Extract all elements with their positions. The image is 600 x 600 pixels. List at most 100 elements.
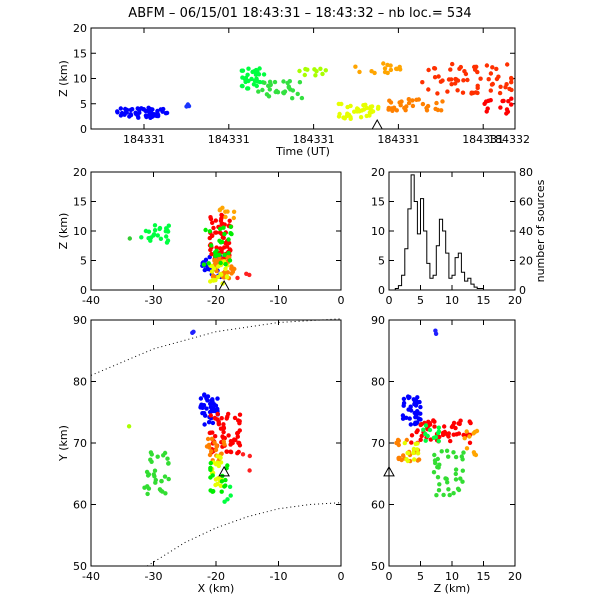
source-point [401,400,407,406]
source-point [404,415,409,420]
source-point [227,484,233,489]
x-tick-label: 20 [508,570,522,583]
source-point [123,109,129,115]
source-point [406,395,411,401]
source-point [295,91,300,97]
source-point [205,436,211,442]
source-point [417,399,422,405]
source-point [404,104,409,109]
source-point [509,96,514,101]
x-tick-label: -20 [207,570,225,583]
source-point [225,463,230,468]
source-point [228,439,234,444]
source-point [149,459,154,464]
source-point [313,73,318,78]
source-point [213,447,219,453]
source-point [218,246,223,251]
source-point [439,449,444,454]
source-point [400,413,406,418]
source-point [204,406,209,411]
source-point [115,109,120,114]
source-point [416,457,422,462]
source-point [247,468,252,473]
source-point [504,82,509,87]
source-point [451,491,456,496]
source-point [222,252,227,258]
source-point [368,104,373,110]
source-point [268,82,273,88]
y-axis-label: Z (km) [57,60,70,97]
source-point [235,275,240,281]
x-tick-label: 0 [386,570,393,583]
source-point [432,424,437,429]
source-point [202,422,207,427]
source-point [423,438,428,443]
source-point [436,488,442,493]
source-point [437,482,442,487]
source-point [346,112,352,118]
source-point [240,452,246,457]
source-point [339,101,344,107]
source-point [431,470,437,475]
source-point [146,486,152,491]
source-point [247,453,252,459]
source-point [507,86,512,92]
source-point [237,443,243,448]
source-point [198,396,204,401]
y-axis-label: Y (km) [57,425,70,462]
source-point [509,75,514,81]
source-point [148,107,153,112]
source-point [290,88,296,93]
x-tick-label: 10 [445,570,459,583]
source-point [336,114,342,119]
y-tick-label: 60 [371,499,385,512]
source-point [432,419,437,424]
source-point [208,430,213,435]
source-point [219,479,225,484]
source-point [299,95,305,101]
source-point [446,431,451,436]
source-point [440,432,446,438]
source-point [208,460,213,466]
x-tick-label: -40 [82,294,100,307]
range-arc-1 [90,318,342,376]
source-point [210,277,216,283]
source-point [200,405,205,410]
source-point [413,441,418,447]
source-point [320,71,325,77]
source-point [218,483,223,488]
source-point [209,436,215,441]
source-point [464,446,470,451]
source-point [418,404,423,410]
y-tick-label: 0 [519,284,526,297]
source-point [226,237,231,242]
source-point [453,454,459,460]
y-tick-label: 0 [80,123,87,136]
source-point [398,67,403,72]
x-tick-label: -30 [145,570,163,583]
source-point [402,440,407,446]
source-point [153,480,158,485]
source-point [207,229,213,234]
x-tick-label: 0 [338,570,345,583]
source-point [488,88,493,93]
source-point [232,266,237,272]
source-point [285,80,290,86]
source-point [155,108,160,114]
source-point [155,454,160,459]
source-point [381,61,386,66]
x-tick-label: -30 [145,294,163,307]
source-point [353,64,358,69]
source-point [415,428,420,433]
source-point [143,228,149,234]
source-point [262,80,267,86]
x-tick-label: 15 [477,570,491,583]
source-point [448,67,453,72]
source-point [318,66,323,72]
source-point [202,393,207,398]
source-point [440,99,445,104]
source-point [200,411,205,416]
source-point [208,413,213,418]
source-point [237,412,243,417]
source-point [436,425,441,430]
